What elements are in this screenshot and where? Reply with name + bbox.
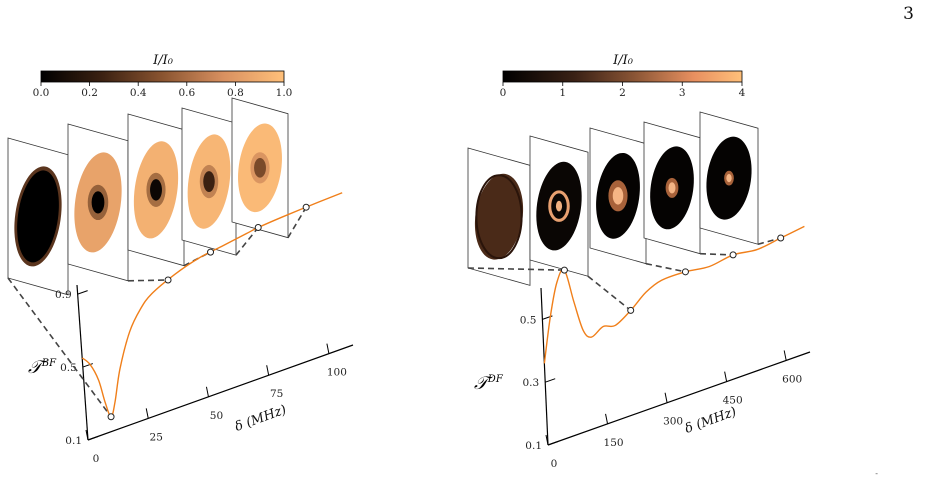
- left-ytick-label: 0.9: [55, 289, 72, 301]
- right-image-panel: [467, 147, 531, 286]
- left-xtick-label: 75: [270, 388, 283, 400]
- right-ytick-label: 0.3: [522, 377, 539, 389]
- left-curve-marker: [302, 203, 310, 211]
- right-image-panel: [699, 111, 759, 245]
- footer-mark: -: [875, 469, 878, 478]
- right-image-panel: [529, 135, 589, 277]
- left-ytick-label: 0.5: [60, 362, 77, 374]
- page-number: 3: [903, 4, 914, 24]
- right-curve-marker: [777, 234, 785, 242]
- left-curve-marker: [164, 276, 172, 284]
- right-image-panel: [589, 127, 647, 265]
- left-curve-marker: [254, 224, 262, 232]
- right-xtick-label: 0: [551, 458, 558, 470]
- right-panel: 0.1 0.3 0.5 0 150 300 450 600 𝒯DF δ (MHz): [467, 111, 811, 470]
- right-xtick-label: 150: [604, 437, 624, 449]
- left-colorbar-tick-label: 0.4: [130, 87, 147, 99]
- left-ylabel: 𝒯BF: [28, 357, 57, 378]
- left-xtick-label: 0: [93, 453, 100, 465]
- right-curve-marker: [627, 306, 635, 314]
- left-curve-marker: [107, 413, 115, 421]
- left-image-panel: [231, 97, 289, 239]
- left-image-panel: [67, 123, 129, 282]
- right-ylabel: 𝒯DF: [474, 373, 504, 394]
- left-axes: [76, 284, 354, 441]
- left-colorbar-tick-label: 0.0: [33, 87, 50, 99]
- left-ytick-label: 0.1: [65, 435, 82, 447]
- left-panel: 0.1 0.5 0.9 0 25 50 75 100 𝒯BF δ (MHz): [7, 97, 354, 465]
- right-xtick-label: 300: [663, 416, 683, 428]
- left-colorbar: I/I₀ 0.0 0.2 0.4 0.6 0.8 1.0: [33, 53, 293, 99]
- right-colorbar-tick-label: 2: [619, 87, 626, 99]
- right-image-panel: [643, 121, 701, 255]
- left-image-panel: [127, 113, 185, 267]
- left-xtick-label: 50: [210, 410, 223, 422]
- left-image-panel: [181, 107, 237, 256]
- left-xtick-label: 25: [150, 431, 163, 443]
- right-colorbar-title: I/I₀: [612, 53, 634, 68]
- right-xlabel: δ (MHz): [683, 404, 739, 436]
- right-ytick-label: 0.1: [525, 440, 542, 452]
- left-xtick-label: 100: [327, 367, 347, 379]
- right-colorbar: I/I₀ 0 1 2 3 4: [500, 53, 746, 99]
- left-colorbar-tick-label: 0.8: [227, 87, 244, 99]
- right-axes: [540, 287, 811, 446]
- right-image-panels: [467, 111, 759, 286]
- left-colorbar-tick-label: 1.0: [276, 87, 293, 99]
- left-colorbar-tick-label: 0.2: [81, 87, 98, 99]
- left-colorbar-tick-label: 0.6: [178, 87, 195, 99]
- right-xtick-label: 450: [723, 395, 743, 407]
- right-colorbar-tick-label: 4: [739, 87, 746, 99]
- right-colorbar-tick-label: 0: [500, 87, 507, 99]
- right-colorbar-tick-label: 1: [559, 87, 566, 99]
- right-xtick-label: 600: [782, 373, 802, 385]
- right-curve-marker: [681, 268, 689, 276]
- left-curve-marker: [207, 248, 215, 256]
- left-colorbar-title: I/I₀: [152, 53, 174, 68]
- right-curve-marker: [729, 251, 737, 259]
- right-curve-marker: [560, 266, 568, 274]
- right-ytick-label: 0.5: [520, 314, 537, 326]
- left-image-panel: [7, 137, 69, 296]
- left-xlabel: δ (MHz): [233, 402, 289, 434]
- right-colorbar-tick-label: 3: [679, 87, 686, 99]
- left-image-panels: [7, 97, 289, 296]
